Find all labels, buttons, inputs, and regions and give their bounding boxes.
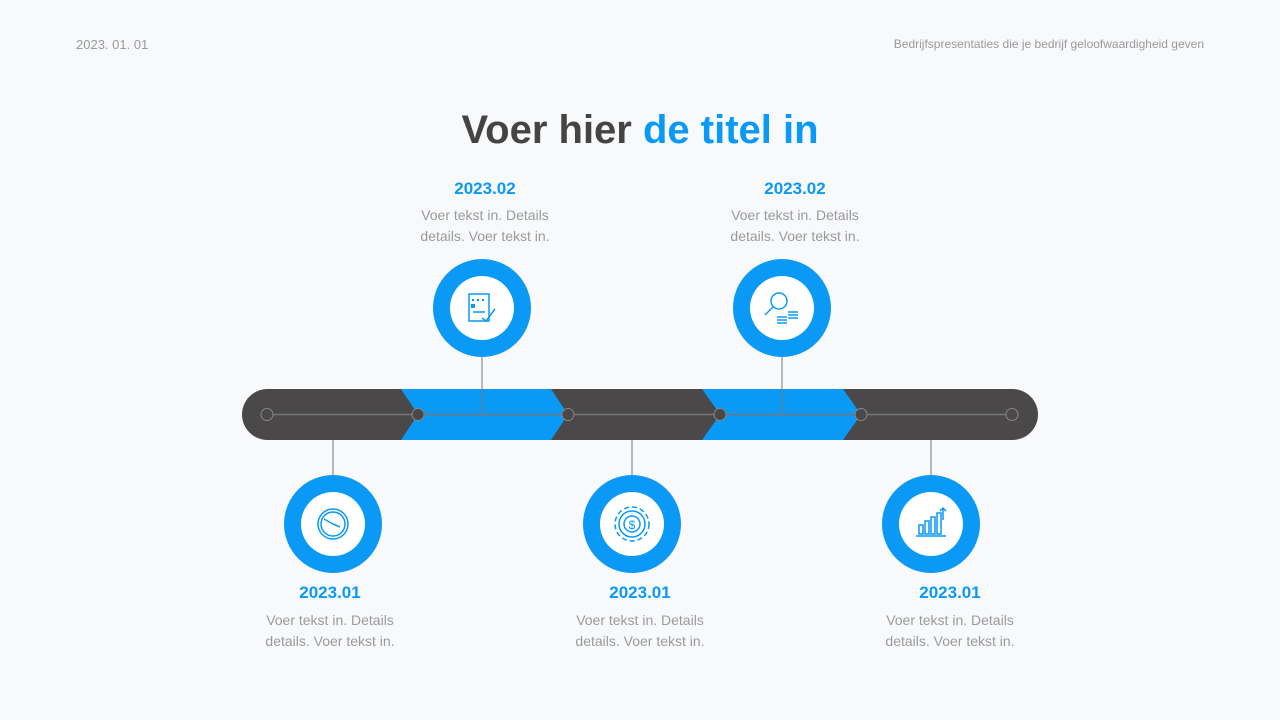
timeline-node (411, 408, 425, 421)
timeline-node (713, 408, 727, 421)
page-title: Voer hier de titel in (0, 108, 1280, 153)
text-line: Voer tekst in. Details (886, 612, 1014, 628)
timeline-node (854, 408, 868, 421)
milestone-text: Voer tekst in. Details details. Voer teks… (230, 610, 430, 652)
text-line: details. Voer tekst in. (730, 228, 860, 244)
timeline-node (1005, 408, 1019, 421)
milestone-text: Voer tekst in. Details details. Voer teks… (695, 205, 895, 247)
text-line: details. Voer tekst in. (420, 228, 550, 244)
title-part-1: Voer hier (461, 108, 643, 152)
text-line: Voer tekst in. Details (576, 612, 704, 628)
milestone-date: 2023.02 (764, 179, 826, 198)
text-line: Voer tekst in. Details (421, 207, 549, 223)
text-line: Voer tekst in. Details (266, 612, 394, 628)
growth-chart-icon (882, 475, 980, 573)
text-line: details. Voer tekst in. (885, 633, 1015, 649)
text-line: details. Voer tekst in. (575, 633, 705, 649)
milestone-text: Voer tekst in. Details details. Voer teks… (385, 205, 585, 247)
timeline-node (561, 408, 575, 421)
milestone-date: 2023.02 (454, 179, 516, 198)
clock-icon (284, 475, 382, 573)
timeline-node (260, 408, 274, 421)
dollar-gear-icon: $ (583, 475, 681, 573)
milestone-text: Voer tekst in. Details details. Voer teks… (540, 610, 740, 652)
text-line: Voer tekst in. Details (731, 207, 859, 223)
milestone-text: Voer tekst in. Details details. Voer teks… (850, 610, 1050, 652)
text-line: details. Voer tekst in. (265, 633, 395, 649)
milestone-date: 2023.01 (919, 583, 981, 602)
svg-text:$: $ (629, 518, 636, 532)
title-part-2: de titel in (642, 108, 819, 152)
header-tagline: Bedrijfspresentaties die je bedrijf gelo… (893, 37, 1204, 51)
milestone-date: 2023.01 (299, 583, 361, 602)
header-date: 2023. 01. 01 (76, 37, 149, 52)
milestone-date: 2023.01 (609, 583, 671, 602)
contract-signature-icon (433, 259, 531, 357)
magnifier-coins-icon (733, 259, 831, 357)
